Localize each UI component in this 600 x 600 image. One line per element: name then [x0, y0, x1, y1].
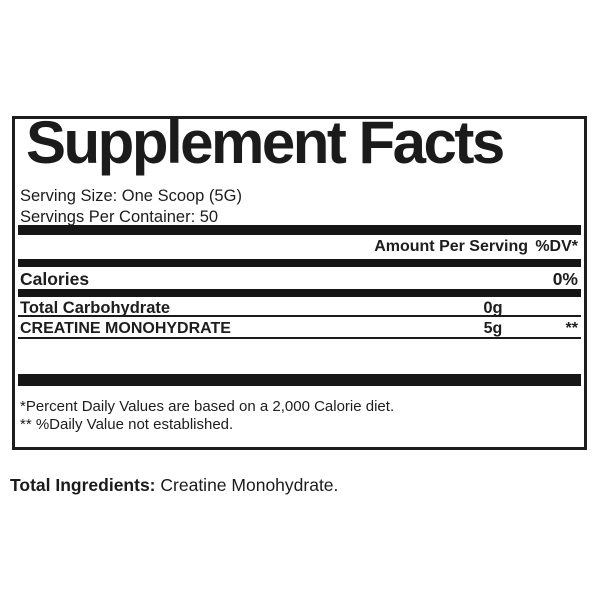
total-carbohydrate-row: Total Carbohydrate 0g — [20, 299, 578, 318]
thin-divider-line — [18, 315, 581, 317]
amount-per-serving-header: Amount Per Serving — [374, 238, 528, 255]
daily-value-footnote: *Percent Daily Values are based on a 2,0… — [20, 398, 395, 415]
nutrient-dv: 0% — [552, 269, 578, 289]
total-ingredients-line: Total Ingredients: Creatine Monohydrate. — [10, 475, 338, 496]
nutrient-dv: ** — [565, 320, 578, 337]
thick-divider-bar — [18, 374, 581, 386]
supplement-facts-panel: Supplement Facts Serving Size: One Scoop… — [12, 111, 587, 450]
nutrient-name: Calories — [20, 269, 90, 289]
panel-title: Supplement Facts — [26, 109, 505, 176]
total-ingredients-value: Creatine Monohydrate. — [160, 475, 339, 495]
serving-size-text: Serving Size: One Scoop (5G) — [20, 187, 242, 205]
nutrient-name: Total Carbohydrate — [20, 299, 171, 317]
thick-divider-bar — [18, 225, 581, 235]
nutrient-amount: 5g — [483, 320, 503, 337]
nutrient-name: CREATINE MONOHYDRATE — [20, 320, 231, 337]
calories-row: Calories 0% — [20, 269, 578, 290]
creatine-monohydrate-row: CREATINE MONOHYDRATE 5g ** — [20, 320, 578, 338]
total-ingredients-label: Total Ingredients: — [10, 475, 156, 495]
dv-not-established-footnote: ** %Daily Value not established. — [20, 416, 234, 433]
column-header-row: Amount Per Serving %DV* — [20, 238, 578, 256]
servings-per-container-text: Servings Per Container: 50 — [20, 208, 219, 226]
nutrient-amount: 0g — [483, 299, 503, 317]
thin-divider-line — [18, 337, 581, 339]
thick-divider-bar — [18, 289, 581, 297]
thick-divider-bar — [18, 259, 581, 267]
percent-dv-header: %DV* — [535, 238, 578, 255]
